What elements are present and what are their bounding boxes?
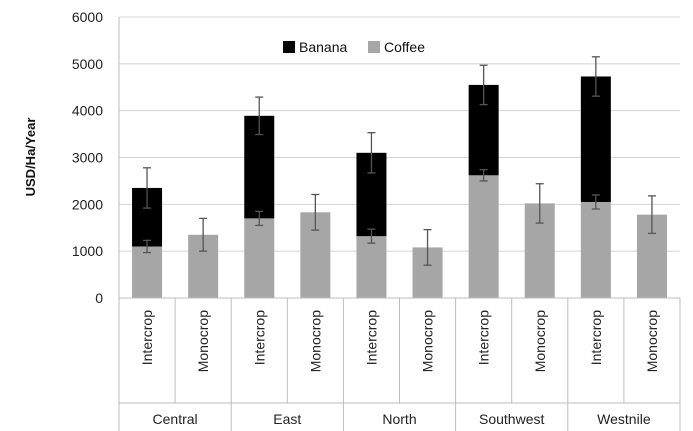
x-category-label: Intercrop [139, 310, 155, 365]
y-tick-label: 6000 [72, 9, 103, 25]
y-tick-label: 2000 [72, 196, 103, 212]
axes: 0 1000 2000 3000 4000 5000 6000 Intercrop Monocr… [72, 9, 681, 431]
legend-swatch-coffee [368, 41, 380, 53]
x-group-label: North [382, 411, 416, 427]
x-category-label: Monocrop [532, 310, 548, 372]
x-group-label: Southwest [479, 411, 544, 427]
bar-coffee [356, 236, 387, 298]
legend-label-banana: Banana [299, 39, 347, 55]
y-axis-label: USD/Ha/Year [23, 118, 38, 197]
y-tick-label: 0 [95, 290, 103, 306]
x-group-label: Central [153, 411, 198, 427]
x-category-label: Intercrop [363, 310, 379, 365]
x-category-label: Monocrop [307, 310, 323, 372]
bars [132, 76, 667, 298]
bar-coffee [580, 201, 611, 298]
x-category-label: Monocrop [644, 310, 660, 372]
x-category-label: Monocrop [420, 310, 436, 372]
x-category-label: Intercrop [588, 310, 604, 365]
x-category-label: Intercrop [476, 310, 492, 365]
legend-swatch-banana [283, 41, 295, 53]
x-group-label: East [273, 411, 301, 427]
bar-banana [580, 76, 611, 202]
y-tick-label: 1000 [72, 243, 103, 259]
y-tick-label: 4000 [72, 103, 103, 119]
x-category-label: Intercrop [251, 310, 267, 365]
error-bars [143, 56, 656, 266]
x-group-label: Westnile [597, 411, 651, 427]
bar-coffee [244, 218, 275, 298]
bar-coffee [468, 175, 499, 298]
legend-label-coffee: Coffee [384, 39, 425, 55]
y-tick-label: 5000 [72, 56, 103, 72]
legend: Banana Coffee [283, 39, 425, 55]
x-category-label: Monocrop [195, 310, 211, 372]
y-tick-label: 3000 [72, 150, 103, 166]
bar-coffee [132, 246, 163, 298]
